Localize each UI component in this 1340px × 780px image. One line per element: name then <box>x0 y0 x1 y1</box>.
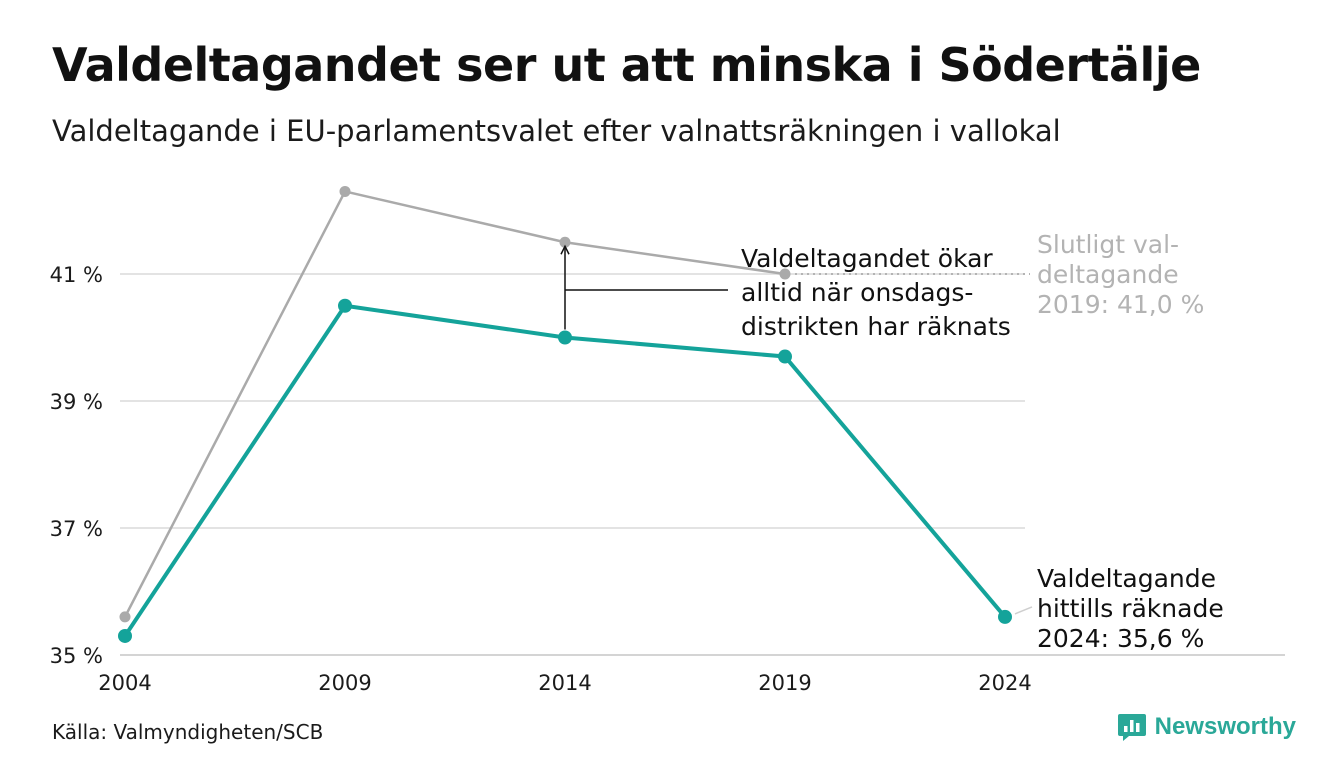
line-chart: 35 % 37 % 39 % 41 % 2004 2009 2014 2019 2024 Va… <box>50 185 1285 695</box>
x-tick-label: 2019 <box>758 671 811 695</box>
x-tick-label: 2024 <box>978 671 1031 695</box>
counted-leader-line <box>1014 606 1033 615</box>
final-annotation-line: Slutligt val- <box>1037 230 1179 259</box>
final-annotation-line: 2019: 41,0 % <box>1037 290 1204 319</box>
x-axis-ticks: 2004 2009 2014 2019 2024 <box>98 671 1031 695</box>
data-point-counted <box>558 330 572 345</box>
y-tick-label: 39 % <box>50 390 103 414</box>
data-point-counted <box>338 298 352 313</box>
y-tick-label: 35 % <box>50 644 103 668</box>
final-annotation-line: deltagande <box>1037 260 1179 289</box>
brand-logo: Newsworthy <box>1117 712 1296 742</box>
annotations: Valdeltagandet ökar alltid när onsdags-di… <box>560 230 1224 653</box>
series-line-final <box>123 190 786 618</box>
y-axis-ticks: 35 % 37 % 39 % 41 % <box>50 263 103 668</box>
gap-annotation-line: Valdeltagandet ökar <box>741 244 993 273</box>
data-point-counted <box>998 609 1012 624</box>
x-tick-label: 2009 <box>318 671 371 695</box>
data-point-final <box>339 185 351 197</box>
data-point-final <box>779 268 791 280</box>
gap-annotation-line: alltid när onsdags- <box>741 278 973 307</box>
y-tick-label: 37 % <box>50 517 103 541</box>
data-point-final <box>119 611 131 623</box>
counted-annotation-line: hittills räknade <box>1037 594 1224 623</box>
x-tick-label: 2014 <box>538 671 591 695</box>
data-point-counted <box>778 349 792 364</box>
x-tick-label: 2004 <box>98 671 151 695</box>
brand-name: Newsworthy <box>1154 713 1296 740</box>
data-point-counted <box>118 628 132 643</box>
series-line-counted <box>123 303 1007 638</box>
gap-arrow-head <box>560 244 570 255</box>
data-point-final <box>559 236 571 248</box>
source-note: Källa: Valmyndigheten/SCB <box>52 720 324 744</box>
newsworthy-logo-icon <box>1117 714 1146 741</box>
gap-annotation-line: distrikten har räknats <box>741 312 1011 341</box>
chart-subtitle: Valdeltagande i EU-parlamentsvalet efter… <box>52 114 1061 148</box>
y-tick-label: 41 % <box>50 263 103 287</box>
series-points <box>118 185 1012 643</box>
counted-annotation-line: Valdeltagande <box>1037 564 1216 593</box>
chart-title: Valdeltagandet ser ut att minska i Söder… <box>52 38 1201 92</box>
counted-annotation-line: 2024: 35,6 % <box>1037 624 1204 653</box>
